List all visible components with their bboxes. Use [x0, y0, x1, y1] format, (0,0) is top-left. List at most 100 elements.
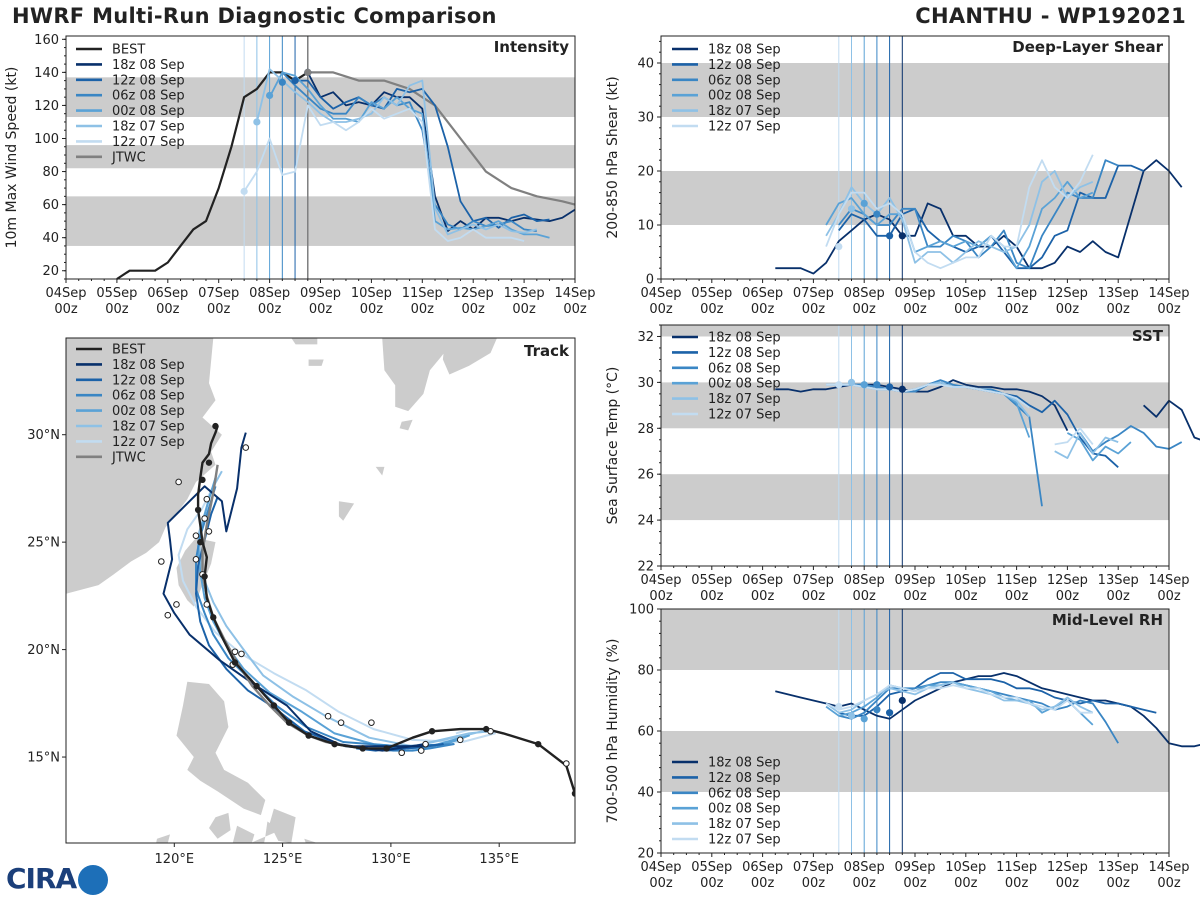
track-position-open-dot: [203, 601, 211, 608]
x-tick-label-day: 13Sep: [1098, 286, 1139, 301]
series-line-18z-07-sep: [825, 170, 1094, 264]
x-tick-label-hour: 00z: [1157, 589, 1181, 604]
track-position-best-dot: [571, 790, 575, 797]
legend-label-18z-07-sep: 18z 07 Sep: [708, 392, 781, 407]
y-axis-label: Sea Surface Temp (°C): [605, 367, 621, 525]
x-tick-label-hour: 00z: [1107, 302, 1131, 317]
legend-label-best: BEST: [112, 43, 145, 58]
tanegashima-shape: [399, 419, 413, 431]
x-tick-label-hour: 00z: [462, 302, 486, 317]
track-position-best-dot: [212, 422, 219, 430]
x-tick-label-day: 10Sep: [945, 860, 986, 875]
palawan-shape: [156, 834, 170, 843]
shaded-band-0: [661, 474, 1169, 521]
series-line-00z-08-sep: [825, 681, 1094, 726]
panel-title: Intensity: [494, 38, 570, 56]
shaded-band-0: [661, 731, 1169, 792]
y-tick-label: 160: [34, 33, 59, 48]
legend-label-12z-08-sep: 12z 08 Sep: [708, 346, 781, 361]
track-map: 120°E 125°E 130°E 135°E 15°N 20°N 25°N 30°N Trac…: [27, 337, 576, 867]
init-marker-12z-07-sep: [835, 703, 843, 711]
y-axis-label: 200-850 hPa Shear (kt): [605, 76, 621, 238]
x-tick-label-day: 09Sep: [894, 286, 935, 301]
x-tick-label-hour: 00z: [1005, 876, 1029, 891]
legend-label-18z-07-sep: 18z 07 Sep: [708, 817, 781, 832]
x-tick-label-day: 06Sep: [147, 286, 188, 301]
track-position-best-dot: [205, 459, 213, 466]
y-tick-label: 120: [34, 99, 59, 114]
x-tick-label-day: 09Sep: [894, 573, 935, 588]
track-position-open-dot: [192, 556, 200, 563]
x-tick-label-hour: 00z: [649, 876, 673, 891]
x-tick-label-hour: 00z: [105, 302, 129, 317]
track-position-best-dot: [383, 745, 390, 752]
shaded-band-1: [661, 63, 1169, 117]
legend-label-12z-08-sep: 12z 08 Sep: [112, 73, 185, 88]
track-position-open-dot: [563, 760, 570, 767]
map-frame: [65, 337, 576, 844]
x-tick-label-day: 04Sep: [45, 286, 86, 301]
track-position-best-dot: [253, 682, 260, 690]
x-tick-label-hour: 00z: [751, 876, 775, 891]
series-line-00z-08-sep: [825, 180, 1094, 270]
legend-label-00z-08-sep: 00z 08 Sep: [708, 89, 781, 104]
y-tick-label: 10: [637, 219, 654, 234]
shikoku-shape: [442, 338, 497, 375]
series-line-18z-07-sep: [256, 68, 538, 236]
series-line-12z-08-sep: [838, 672, 1157, 717]
x-tick-label-day: 14Sep: [554, 286, 595, 301]
track-position-best-dot: [331, 740, 338, 748]
legend-label-00z-08-sep: 00z 08 Sep: [708, 802, 781, 817]
y-tick-label: 24: [637, 514, 654, 529]
legend-label-18z-08-sep: 18z 08 Sep: [708, 43, 781, 58]
track-position-open-dot: [164, 611, 172, 619]
shaded-band-2: [661, 325, 1169, 337]
track-position-best-dot: [270, 702, 278, 709]
shaded-band-1: [66, 145, 575, 169]
x-tick-label-hour: 00z: [1056, 589, 1080, 604]
x-tick-label-hour: 00z: [1107, 876, 1131, 891]
track-position-open-dot: [201, 515, 208, 522]
legend-label-best: BEST: [112, 343, 145, 358]
series-line-jtwc: [307, 71, 576, 206]
track-position-open-dot: [205, 528, 213, 535]
track-position-open-dot: [242, 444, 250, 451]
legend-label-00z-08-sep: 00z 08 Sep: [708, 377, 781, 392]
y-axis-label: 700-500 hPa Humidity (%): [605, 639, 621, 824]
shaded-band-1: [661, 609, 1169, 670]
x-tick-label-day: 12Sep: [453, 286, 494, 301]
legend-label-06z-08-sep: 06z 08 Sep: [708, 786, 781, 801]
x-tick-label-hour: 00z: [903, 589, 927, 604]
track-position-open-dot: [337, 719, 345, 726]
map-x-tick-label: 125°E: [263, 852, 303, 867]
init-marker-18z-07-sep: [847, 205, 856, 213]
y-tick-label: 26: [637, 468, 654, 483]
series-line-best: [116, 71, 309, 280]
y-tick-label: 80: [637, 664, 654, 679]
init-marker-12z-08-sep: [886, 383, 894, 391]
track-position-best-dot: [482, 725, 490, 733]
legend-label-12z-07-sep: 12z 07 Sep: [708, 833, 781, 848]
cira-logo: CIRA: [6, 862, 109, 895]
x-tick-label-day: 10Sep: [351, 286, 392, 301]
x-tick-label-hour: 00z: [1056, 876, 1080, 891]
x-tick-label-hour: 00z: [903, 876, 927, 891]
track-position-open-dot: [398, 749, 406, 757]
x-tick-label-day: 07Sep: [793, 860, 834, 875]
x-tick-label-day: 08Sep: [249, 286, 290, 301]
storm-id-title: CHANTHU - WP192021: [915, 4, 1186, 28]
y-tick-label: 32: [637, 330, 654, 345]
legend-label-06z-08-sep: 06z 08 Sep: [708, 361, 781, 376]
track-position-open-dot: [173, 601, 180, 608]
init-marker-18z-07-sep: [253, 118, 261, 126]
x-tick-label-day: 04Sep: [640, 573, 681, 588]
x-tick-label-hour: 00z: [700, 302, 724, 317]
legend-label-12z-08-sep: 12z 08 Sep: [112, 373, 185, 388]
init-marker-00z-08-sep: [266, 91, 274, 100]
panel-title: Track: [524, 342, 570, 360]
x-tick-label-day: 14Sep: [1148, 573, 1189, 588]
y-tick-label: 40: [637, 57, 654, 72]
x-tick-label-hour: 00z: [512, 302, 536, 317]
track-position-best-dot: [231, 659, 239, 666]
legend-label-18z-07-sep: 18z 07 Sep: [112, 420, 185, 435]
